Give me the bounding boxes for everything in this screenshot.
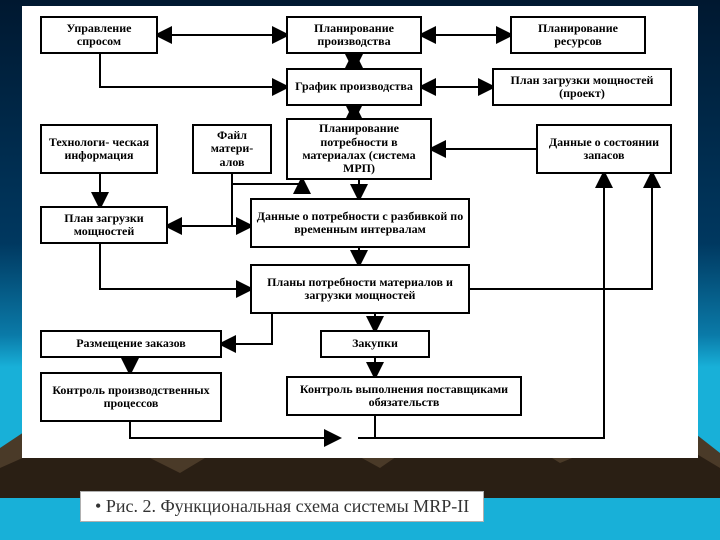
node-n15: Контроль производственных процессов: [40, 372, 222, 422]
edge: [470, 174, 652, 289]
slide: Управление спросом Планирование производс…: [0, 0, 720, 540]
node-n7: Файл матери- алов: [192, 124, 272, 174]
node-n11: Данные о потребности с разбивкой по врем…: [250, 198, 470, 248]
edge: [130, 422, 338, 438]
node-n6: Технологи- ческая информация: [40, 124, 158, 174]
node-n1: Управление спросом: [40, 16, 158, 54]
node-n5: План загрузки мощностей (проект): [492, 68, 672, 106]
edge: [358, 416, 375, 438]
edge: [168, 174, 232, 226]
edge: [100, 54, 286, 87]
caption: • Рис. 2. Функциональная схема системы M…: [80, 491, 484, 522]
node-n12: Планы потребности материалов и загрузки …: [250, 264, 470, 314]
node-n4: График производства: [286, 68, 422, 106]
node-n13: Размещение заказов: [40, 330, 222, 358]
node-n8: Планирование потребности в материалах (с…: [286, 118, 432, 180]
node-n2: Планирование производства: [286, 16, 422, 54]
caption-text: Рис. 2. Функциональная схема системы MRP…: [106, 496, 469, 516]
node-n9: Данные о состоянии запасов: [536, 124, 672, 174]
diagram-panel: Управление спросом Планирование производс…: [22, 6, 698, 458]
node-n3: Планирование ресурсов: [510, 16, 646, 54]
edge: [100, 244, 250, 289]
node-n16: Контроль выполнения поставщиками обязате…: [286, 376, 522, 416]
edge: [222, 314, 272, 344]
node-n10: План загрузки мощностей: [40, 206, 168, 244]
node-n14: Закупки: [320, 330, 430, 358]
